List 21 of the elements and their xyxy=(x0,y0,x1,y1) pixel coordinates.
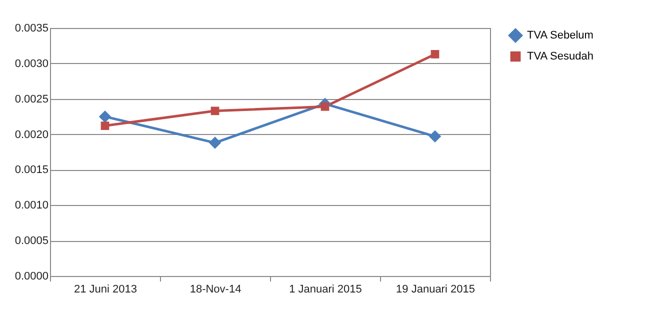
point xyxy=(100,122,110,130)
point xyxy=(428,130,442,143)
y-tick-label: 0.0030 xyxy=(14,58,48,70)
point xyxy=(210,106,220,116)
y-tick-label: 0.0025 xyxy=(14,93,48,106)
y-tick-label: 0.0020 xyxy=(14,128,48,141)
point xyxy=(208,136,222,149)
point xyxy=(430,50,440,58)
y-tick-label: 0.0005 xyxy=(14,235,48,248)
legend-label: TVA Sebelum xyxy=(527,30,594,42)
y-tick-label: 0.0010 xyxy=(14,200,48,212)
y-tick-label: 0.0015 xyxy=(14,164,48,176)
y-tick-label: 0.0035 xyxy=(14,22,48,34)
point xyxy=(320,102,330,111)
y-tick-label: 0.0000 xyxy=(14,270,48,282)
x-tick-label: 21 Juni 2013 xyxy=(74,284,137,296)
x-tick-label: 19 Januari 2015 xyxy=(396,284,475,296)
x-tick-label: 1 Januari 2015 xyxy=(289,284,362,296)
point xyxy=(98,110,112,123)
legend-label: TVA Sesudah xyxy=(527,50,594,62)
x-tick-label: 18-Nov-14 xyxy=(190,284,242,296)
